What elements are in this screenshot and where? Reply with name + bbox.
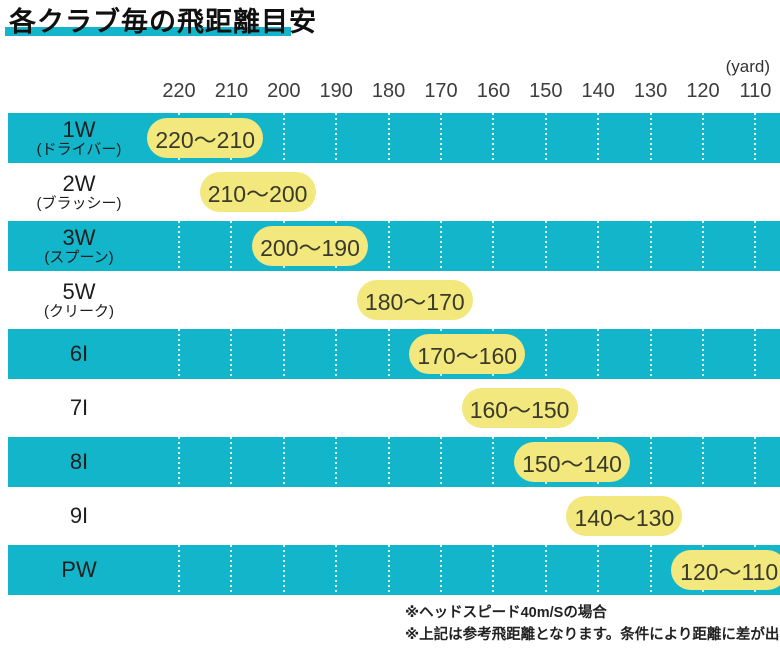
club-label-1w: 1W (ドライバー): [8, 113, 150, 163]
distance-pill: 180〜170: [356, 280, 473, 320]
club-label-2w: 2W (ブラッシー): [8, 163, 150, 221]
club-label-5w: 5W (クリーク): [8, 271, 150, 329]
row-8i: 8I 150〜140: [8, 437, 780, 487]
club-subname: (ブラッシー): [36, 195, 122, 213]
club-name: 7I: [69, 395, 89, 421]
axis-tick-label: 200: [267, 80, 301, 102]
distance-pill: 120〜110: [671, 550, 780, 590]
club-name: 5W: [62, 279, 96, 305]
distance-pill: 170〜160: [409, 334, 526, 374]
page-title: 各クラブ毎の飛距離目安: [9, 7, 317, 37]
distance-pill: 220〜210: [147, 118, 264, 158]
row-pw: PW 120〜110: [8, 545, 780, 595]
axis-tick-label: 160: [476, 80, 511, 102]
club-label-6i: 6I: [8, 329, 150, 379]
footnote-disclaimer: ※上記は参考飛距離となります。条件により距離に差が出ます。: [405, 627, 780, 643]
club-name: 6I: [69, 341, 89, 367]
club-label-7i: 7I: [8, 379, 150, 437]
club-label-8i: 8I: [8, 437, 150, 487]
row-7i: 7I 160〜150: [8, 379, 780, 437]
club-subname: (ドライバー): [36, 141, 122, 159]
club-label-9i: 9I: [8, 487, 150, 545]
distance-pill: 140〜130: [566, 496, 683, 536]
chart-area: 1W (ドライバー) 220〜210 2W (ブラッシー) 210〜200 3W…: [8, 113, 780, 595]
club-subname: (スプーン): [44, 249, 114, 267]
footnotes: ※ヘッドスピード40m/Sの場合 ※上記は参考飛距離となります。条件により距離に…: [405, 602, 780, 646]
club-name: 3W: [62, 225, 96, 251]
club-name: 9I: [69, 503, 89, 529]
row-9i: 9I 140〜130: [8, 487, 780, 545]
axis-tick-label: 140: [581, 80, 615, 102]
axis-tick-label: 130: [633, 80, 668, 102]
club-subname: (クリーク): [44, 303, 114, 321]
club-label-pw: PW: [8, 545, 150, 595]
club-name: 1W: [62, 117, 96, 143]
footnote-headspeed: ※ヘッドスピード40m/Sの場合: [405, 605, 607, 621]
row-2w: 2W (ブラッシー) 210〜200: [8, 163, 780, 221]
distance-pill: 150〜140: [514, 442, 630, 482]
axis-tick-label: 170: [424, 80, 458, 102]
distance-pill: 160〜150: [461, 388, 578, 428]
club-name: 8I: [69, 449, 89, 475]
club-label-3w: 3W (スプーン): [8, 221, 150, 271]
row-5w: 5W (クリーク) 180〜170: [8, 271, 780, 329]
club-name: 2W: [62, 171, 96, 197]
row-6i: 6I 170〜160: [8, 329, 780, 379]
unit-label: (yard): [725, 57, 770, 76]
row-1w: 1W (ドライバー) 220〜210: [8, 113, 780, 163]
club-name: PW: [61, 557, 97, 583]
axis-tick-label: 120: [686, 80, 720, 102]
row-3w: 3W (スプーン) 200〜190: [8, 221, 780, 271]
axis-tick-label: 190: [319, 80, 353, 102]
axis-tick-label: 210: [214, 80, 249, 102]
x-axis: 220 210 200 190 180 170 160 150 140 130 120 110: [8, 80, 780, 106]
axis-tick-label: 220: [162, 80, 196, 102]
distance-pill: 210〜200: [199, 172, 316, 212]
axis-tick-label: 180: [371, 80, 406, 102]
axis-tick-label: 110: [739, 80, 772, 102]
title-underline: [5, 27, 291, 36]
axis-tick-label: 150: [529, 80, 563, 102]
distance-pill: 200〜190: [252, 226, 368, 266]
